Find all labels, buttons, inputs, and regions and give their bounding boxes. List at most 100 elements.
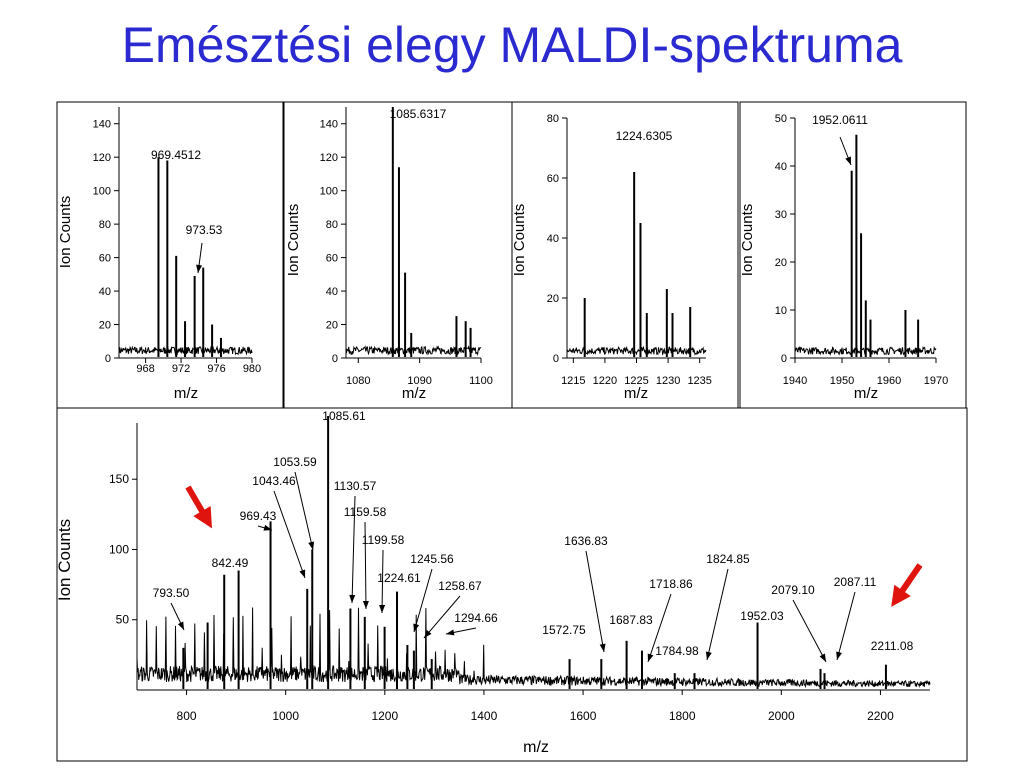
peak-label: 1159.58 [344,505,387,519]
y-tick-label: 20 [775,257,787,269]
y-tick-label: 50 [775,113,787,125]
peak-label-arrow [273,490,306,579]
x-tick-label: 1220 [593,375,617,387]
peak-label-arrowhead [446,629,455,636]
peak-label-arrowhead [299,569,306,578]
x-tick-label: 980 [243,363,261,375]
y-tick-label: 0 [781,353,787,365]
x-tick-label: 1100 [469,375,493,387]
x-tick-label: 2000 [768,709,795,723]
y-tick-label: 140 [93,119,111,131]
x-tick-label: 1960 [877,375,901,387]
x-tick-label: 968 [136,363,154,375]
peak-label: 1085.61 [322,409,366,423]
peak-label: 1043.46 [252,474,296,488]
peak-label-arrowhead [177,621,184,630]
x-tick-label: 1600 [570,709,597,723]
x-tick-label: 1000 [272,709,299,723]
peak-label-arrowhead [379,604,386,613]
spectrum-panel-4: 0 10 20 30 40 50 1940 1950 1960 1970 Ion Counts m/z… [739,101,967,409]
spectrum-noise-trace [136,607,931,689]
peak-label-arrow [364,521,367,610]
peak-label: 1224.61 [377,571,421,585]
peak-label-arrow [706,568,729,661]
y-tick-label: 20 [547,293,559,305]
peak-label: 1199.58 [362,533,405,547]
y-tick-label: 20 [326,320,338,332]
peak-label-arrow [836,591,856,661]
x-tick-label: 1940 [783,375,807,387]
x-tick-label: 1215 [561,375,585,387]
x-tick-label: 1800 [669,709,696,723]
peak-label-arrow [351,495,356,604]
peak-label: 1572.75 [542,623,586,637]
x-tick-label: 1400 [471,709,498,723]
peak-label-arrowhead [413,623,420,632]
peak-label-arrowhead [308,541,315,550]
x-tick-label: 2200 [867,709,894,723]
peak-label: 1952.0611 [812,113,868,127]
y-tick-label: 60 [99,253,111,265]
peak-label: 1636.83 [564,534,608,548]
peak-label: 2211.08 [871,639,914,653]
y-tick-label: 80 [547,113,559,125]
peak-label: 2079.10 [771,583,815,597]
y-tick-label: 0 [332,353,338,365]
x-tick-label: 1080 [346,375,370,387]
peak-label: 793.50 [153,586,190,600]
peak-label-arrowhead [599,643,606,652]
y-tick-label: 140 [320,119,338,131]
y-tick-label: 100 [320,186,338,198]
x-tick-label: 800 [177,709,197,723]
y-tick-label: 150 [109,472,129,486]
peak-label-arrow [792,599,827,663]
peak-label-arrowhead [836,651,842,660]
peak-label: 969.4512 [151,148,201,162]
red-highlight-arrow-842-head [193,506,213,529]
y-tick-label: 80 [326,219,338,231]
y-tick-label: 40 [99,286,111,298]
peak-label-arrowhead [819,653,826,662]
peak-label: 1245.56 [410,552,454,566]
peak-label: 1294.66 [454,611,498,625]
peak-label: 2087.11 [834,575,877,589]
panel-frame [511,101,739,409]
x-tick-label: 1225 [624,375,648,387]
y-tick-label: 30 [775,209,787,221]
peak-label-arrow [423,595,461,639]
x-tick-label: 1970 [924,375,948,387]
x-axis-label: m/z [174,385,198,402]
y-tick-label: 50 [116,613,130,627]
peak-label: 1258.67 [438,579,482,593]
y-tick-label: 120 [320,152,338,164]
x-tick-label: 972 [172,363,190,375]
panel-frame [739,101,967,409]
spectrum-panel-1: 0 20 40 60 80 100 120 140 968 972 976 980 Ion Counts… [56,101,284,409]
peak-label: 1784.98 [655,644,699,658]
peak-label-arrowhead [424,629,432,638]
y-tick-label: 120 [93,152,111,164]
slide-title: Emésztési elegy MALDI-spektruma [121,17,903,73]
x-axis-label: m/z [402,385,426,402]
y-axis-label: Ion Counts [285,204,302,277]
y-tick-label: 100 [93,186,111,198]
y-axis-label: Ion Counts [511,204,528,277]
y-tick-label: 60 [326,253,338,265]
peak-label: 1952.03 [740,609,784,623]
peak-label-arrowhead [845,156,851,165]
peak-label-arrowhead [196,264,203,273]
peak-label: 973.53 [186,223,223,237]
y-axis-label: Ion Counts [739,204,756,277]
spectrum-panel-2: 0 20 40 60 80 100 120 140 1080 1090 1100 Ion Counts… [283,101,513,409]
peak-label-arrowhead [647,653,654,662]
peak-label-arrow [381,549,384,614]
y-tick-label: 100 [109,542,129,556]
peak-label: 1224.6305 [616,129,673,143]
spectrum-noise-trace [566,345,707,356]
peak-label: 842.49 [212,556,249,570]
x-tick-label: 1200 [371,709,398,723]
y-tick-label: 40 [326,286,338,298]
spectrum-panel-5: 50 100 150 800 1000 1200 1400 1600 1800 2000 2200 I… [55,407,968,762]
red-highlight-arrow-2211-head [891,584,911,607]
